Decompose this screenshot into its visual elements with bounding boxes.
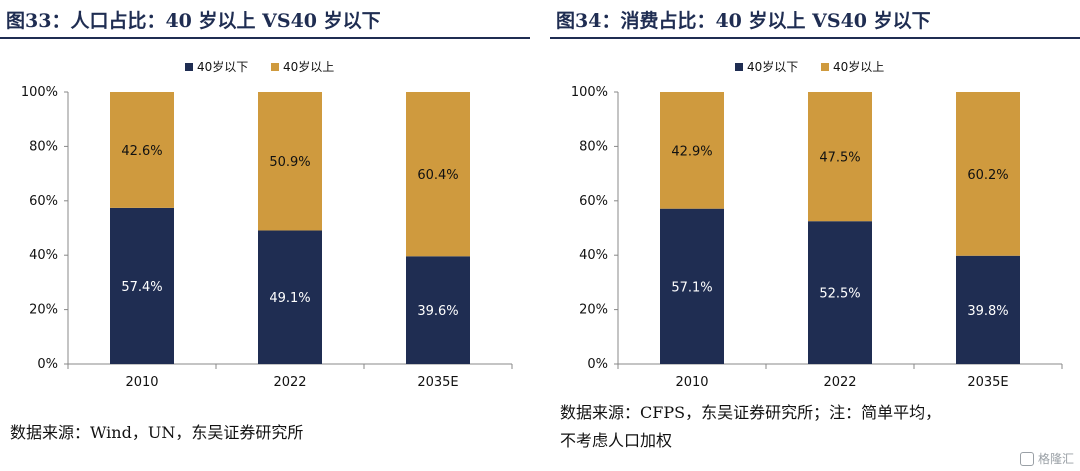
title-rule bbox=[0, 37, 530, 39]
bar-segment bbox=[660, 208, 724, 364]
glh-logo-icon bbox=[1019, 451, 1034, 466]
consumption-share-chart: 40岁以下 40岁以上 0% 20% 40% 60% 80% 100% 57.1% 42.9% 20… bbox=[571, 59, 1063, 390]
figure-title: 图34：消费占比：40 岁以上 VS40 岁以下 bbox=[556, 10, 931, 32]
y-tick-label: 100% bbox=[21, 85, 58, 100]
x-tick-label: 2035E bbox=[967, 375, 1008, 390]
bar-segment bbox=[660, 92, 724, 209]
x-tick-label: 2035E bbox=[417, 375, 458, 390]
y-tick-label: 60% bbox=[579, 194, 608, 209]
y-tick-label: 100% bbox=[571, 85, 608, 100]
legend-label: 40岁以下 bbox=[197, 59, 248, 74]
data-label: 39.6% bbox=[417, 304, 458, 319]
legend-swatch bbox=[821, 63, 829, 71]
title-rule bbox=[550, 37, 1080, 39]
bar-segment bbox=[808, 221, 872, 364]
chart-panel-population: 图33：人口占比：40 岁以上 VS40 岁以下 40岁以下 40岁以上 0% 20%… bbox=[0, 0, 530, 471]
data-label: 60.2% bbox=[967, 168, 1008, 183]
bar-segment bbox=[956, 92, 1020, 256]
x-tick-label: 2022 bbox=[823, 375, 856, 390]
data-label: 52.5% bbox=[819, 287, 860, 302]
legend-label: 40岁以下 bbox=[747, 59, 798, 74]
watermark-text: 格隆汇 bbox=[1037, 452, 1074, 466]
y-tick-label: 40% bbox=[29, 248, 58, 263]
legend-swatch bbox=[735, 63, 743, 71]
source-line: 数据来源：CFPS，东吴证券研究所；注：简单平均， bbox=[560, 403, 942, 422]
legend-label: 40岁以上 bbox=[833, 59, 884, 74]
source-line-2: 不考虑人口加权 bbox=[560, 431, 673, 450]
source-line: 数据来源：Wind，UN，东吴证券研究所 bbox=[10, 423, 304, 442]
y-tick-label: 20% bbox=[29, 303, 58, 318]
data-label: 49.1% bbox=[269, 291, 310, 306]
data-label: 42.9% bbox=[671, 144, 712, 159]
y-tick-label: 80% bbox=[29, 139, 58, 154]
y-tick-label: 80% bbox=[579, 139, 608, 154]
data-label: 39.8% bbox=[967, 304, 1008, 319]
bar-segment bbox=[808, 92, 872, 222]
bar-segment bbox=[406, 92, 470, 257]
bar-segment bbox=[258, 230, 322, 364]
y-tick-label: 40% bbox=[579, 248, 608, 263]
chart-panel-consumption: 图34：消费占比：40 岁以上 VS40 岁以下 40岁以下 40岁以上 0% 20%… bbox=[550, 0, 1080, 471]
x-tick-label: 2010 bbox=[125, 375, 158, 390]
y-tick-label: 0% bbox=[37, 357, 58, 372]
y-tick-label: 0% bbox=[587, 357, 608, 372]
y-tick-label: 20% bbox=[579, 303, 608, 318]
legend-swatch bbox=[185, 63, 193, 71]
y-tick-label: 60% bbox=[29, 194, 58, 209]
bar-segment bbox=[110, 207, 174, 364]
source-note: 数据来源：CFPS，东吴证券研究所；注：简单平均， 不考虑人口加权 bbox=[560, 399, 941, 455]
figure-title: 图33：人口占比：40 岁以上 VS40 岁以下 bbox=[6, 10, 381, 32]
data-label: 57.1% bbox=[671, 280, 712, 295]
data-label: 57.4% bbox=[121, 280, 162, 295]
population-share-chart: 40岁以下 40岁以上 0% 20% 40% 60% 80% 100% 57.4% 42.6% 20… bbox=[21, 59, 513, 390]
data-label: 42.6% bbox=[121, 144, 162, 159]
legend-label: 40岁以上 bbox=[283, 59, 334, 74]
bar-segment bbox=[956, 255, 1020, 364]
legend-swatch bbox=[271, 63, 279, 71]
source-note: 数据来源：Wind，UN，东吴证券研究所 bbox=[10, 419, 303, 447]
bar-segment bbox=[110, 92, 174, 208]
watermark: 格隆汇 bbox=[1019, 450, 1074, 467]
x-tick-label: 2022 bbox=[273, 375, 306, 390]
bar-segment bbox=[258, 92, 322, 231]
data-label: 47.5% bbox=[819, 151, 860, 166]
data-label: 60.4% bbox=[417, 168, 458, 183]
bar-segment bbox=[406, 256, 470, 364]
x-tick-label: 2010 bbox=[675, 375, 708, 390]
data-label: 50.9% bbox=[269, 155, 310, 170]
